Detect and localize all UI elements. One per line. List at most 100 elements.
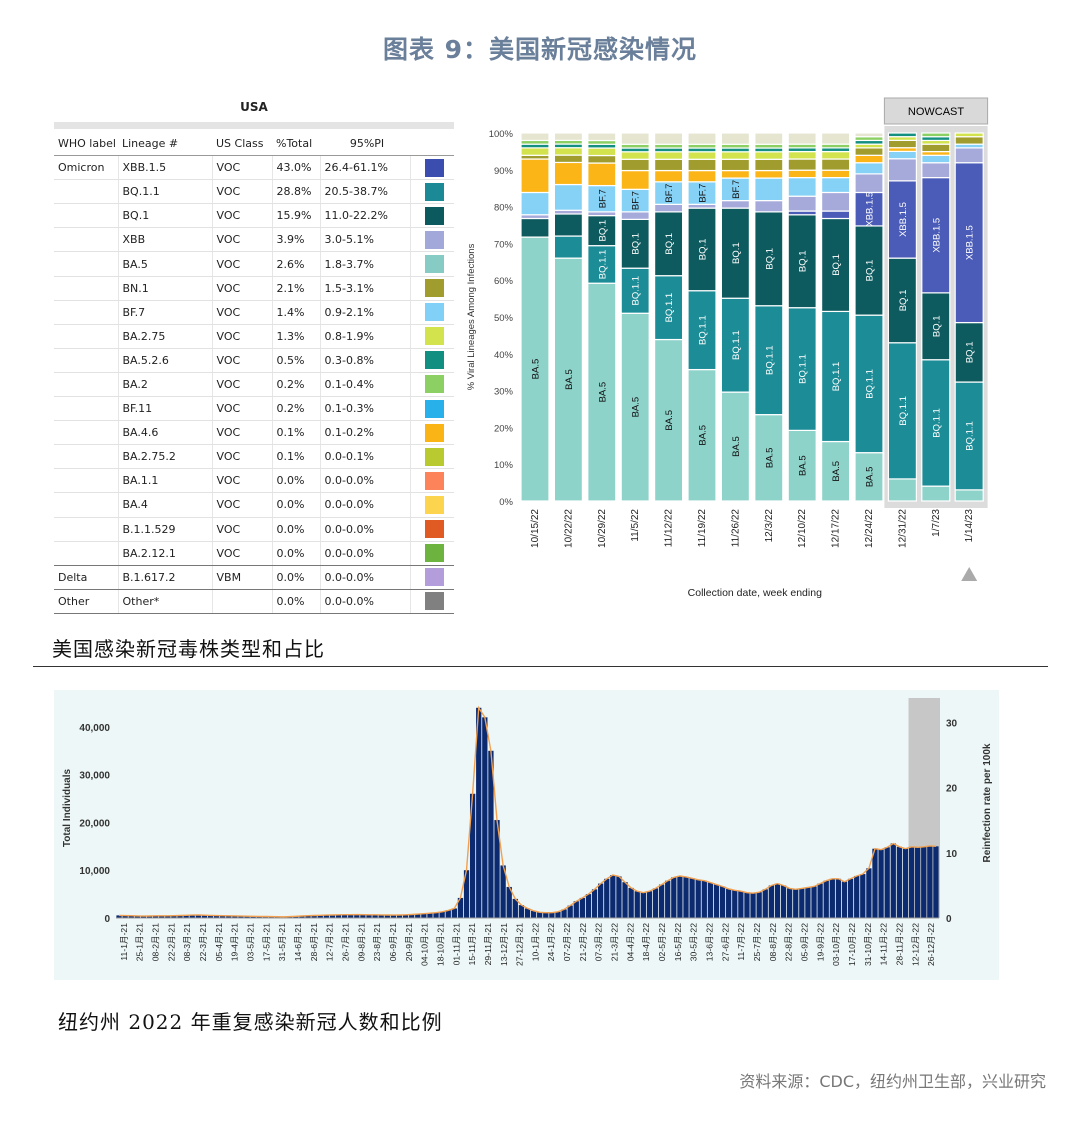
- x-tick-label: 11/5/22: [630, 509, 641, 542]
- bar: [238, 916, 244, 918]
- bar-label: BA.5: [698, 425, 709, 446]
- bar: [805, 887, 811, 918]
- swatch-cell: [409, 444, 454, 470]
- pct-total-cell: 0.0%: [271, 517, 320, 542]
- pi-cell: 20.5-38.7%: [319, 179, 410, 205]
- bar-label: BQ.1.1: [597, 250, 608, 280]
- color-swatch: [424, 158, 444, 177]
- bar-label: BQ.1: [865, 260, 876, 282]
- bar: [323, 915, 329, 918]
- color-swatch: [424, 399, 444, 418]
- table-row: BF.11 VOC 0.2% 0.1-0.3%: [54, 396, 454, 422]
- x-tick-label: 30-5月-22: [689, 923, 699, 961]
- bar-segment: [787, 132, 817, 145]
- bar-segment: [954, 321, 984, 383]
- x-tick-label: 12/10/22: [797, 509, 808, 548]
- bar: [610, 875, 616, 918]
- lineage-cell: B.1.617.2: [117, 565, 212, 590]
- bar: [518, 905, 525, 918]
- lineage-cell: BA.1.1: [117, 468, 212, 494]
- who-label-cell: [54, 444, 118, 470]
- color-swatch: [424, 592, 444, 611]
- who-label-cell: [54, 179, 118, 205]
- bar: [841, 881, 848, 918]
- y-tick-label: 0: [104, 914, 110, 925]
- bar-segment: [687, 132, 717, 145]
- x-tick-label: 12-12月-22: [910, 923, 920, 966]
- bar-label: BQ.1.1: [965, 421, 976, 451]
- who-label-cell: Delta: [54, 565, 118, 590]
- bar-segment: [520, 217, 550, 238]
- x-tick-label: 03-10月-22: [831, 923, 841, 966]
- bar: [329, 914, 336, 918]
- bar: [415, 914, 421, 918]
- swatch-cell: [409, 227, 454, 253]
- bar-segment: [520, 158, 550, 194]
- bar: [262, 916, 269, 918]
- x-tick-label: 11/12/22: [664, 509, 675, 548]
- color-swatch: [424, 182, 444, 201]
- bar: [439, 911, 445, 918]
- bar: [585, 894, 592, 918]
- bar-segment: [620, 312, 650, 502]
- bar-segment: [887, 158, 917, 182]
- us-class-cell: VOC: [211, 396, 272, 422]
- bar: [195, 915, 201, 918]
- bar-segment: [654, 211, 684, 277]
- table-row: XBB VOC 3.9% 3.0-5.1%: [54, 227, 454, 253]
- y-axis-label: % Viral Lineages Among Infections: [466, 243, 477, 390]
- bar: [591, 889, 598, 918]
- bar-label: BQ.1.1: [731, 330, 742, 360]
- x-tick-label: 05-9月-22: [799, 923, 809, 961]
- bar-segment: [754, 305, 784, 416]
- bar: [384, 915, 390, 918]
- bar: [732, 890, 738, 918]
- bar-segment: [587, 154, 617, 164]
- color-swatch: [424, 471, 444, 490]
- bar-label: BA.5: [564, 369, 575, 390]
- bar: [774, 883, 781, 918]
- table-row: BN.1 VOC 2.1% 1.5-3.1%: [54, 276, 454, 301]
- who-label-cell: [54, 251, 118, 277]
- bar-label: BQ.1.1: [631, 276, 642, 306]
- us-class-cell: VOC: [211, 372, 272, 398]
- pct-total-cell: 0.0%: [271, 468, 320, 494]
- bar-segment: [720, 132, 750, 145]
- x-tick-label: 06-9月-21: [388, 923, 398, 961]
- pct-total-cell: 43.0%: [271, 155, 320, 181]
- x-tick-label: 11/19/22: [697, 509, 708, 548]
- pi-cell: 0.0-0.0%: [319, 541, 410, 566]
- bar-segment: [520, 147, 550, 156]
- bar-label: BF.7: [664, 184, 675, 203]
- swatch-cell: [409, 517, 454, 542]
- bar: [348, 914, 354, 918]
- bar: [220, 915, 226, 918]
- bar-segment: [787, 195, 817, 212]
- us-class-cell: [211, 589, 272, 614]
- bar-segment: [720, 207, 750, 299]
- bar-label: BQ.1.1: [931, 408, 942, 438]
- bar: [872, 848, 878, 918]
- table-row: Delta B.1.617.2 VBM 0.0% 0.0-0.0%: [54, 565, 454, 590]
- table-row: BA.1.1 VOC 0.0% 0.0-0.0%: [54, 468, 454, 494]
- bar: [378, 914, 384, 918]
- bar-segment: [754, 169, 784, 179]
- lineage-cell: BA.4: [117, 492, 212, 518]
- variant-proportion-chart: NOWCAST 0% 10% 20% 30% 40% 50% 60% 70% 80% 90% 100%…: [466, 97, 989, 599]
- x-tick-label: 17-5月-21: [261, 923, 271, 961]
- x-tick-label: 22-3月-21: [198, 923, 208, 961]
- bar-segment: [887, 139, 917, 149]
- bar: [878, 849, 884, 918]
- bar: [421, 913, 427, 918]
- bar-label: BQ.1: [798, 250, 809, 272]
- bar: [457, 897, 464, 918]
- bar-segment: [687, 151, 717, 160]
- bar: [305, 915, 311, 918]
- swatch-cell: [409, 300, 454, 325]
- lineage-cell: BQ.1: [117, 203, 212, 229]
- bar: [335, 914, 342, 918]
- x-tick-label: 03-5月-21: [246, 923, 256, 961]
- y-tick-label: 10%: [494, 460, 514, 471]
- x-tick-label: 14-6月-21: [293, 923, 303, 961]
- bar: [640, 892, 646, 918]
